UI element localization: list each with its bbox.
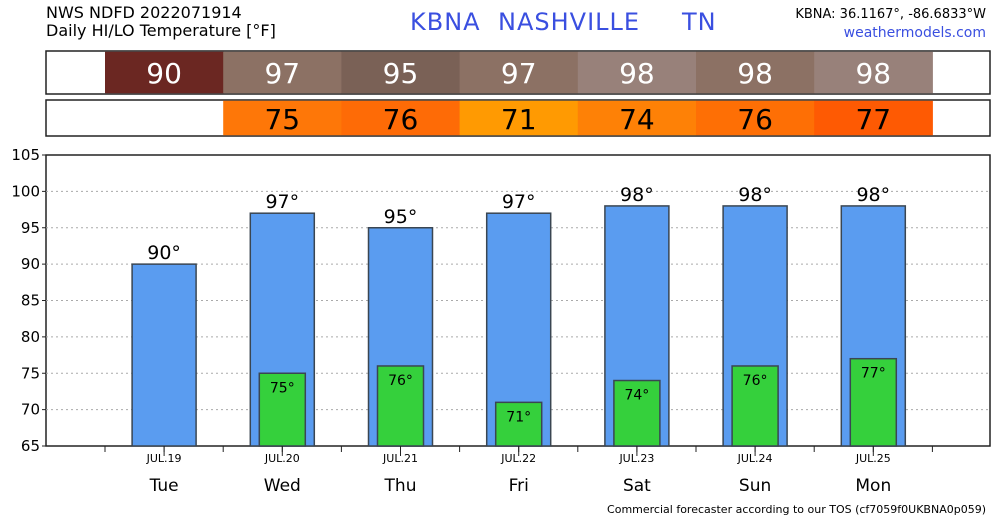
date-label: JUL.21 bbox=[382, 452, 418, 465]
low-row-cell bbox=[814, 100, 933, 136]
low-bar-label: 74° bbox=[624, 388, 649, 404]
high-bar-label: 97° bbox=[502, 191, 536, 213]
low-bar bbox=[258, 372, 307, 447]
coords-readout: KBNA: 36.1167°, -86.6833°W bbox=[795, 7, 986, 22]
y-tick-label: 65 bbox=[21, 437, 40, 455]
low-bar-label: 77° bbox=[861, 366, 886, 382]
low-row-value: 76 bbox=[737, 103, 773, 136]
y-tick-label: 90 bbox=[21, 255, 40, 273]
city-name: NASHVILLE bbox=[498, 8, 641, 36]
low-bar bbox=[494, 401, 543, 447]
low-row-cell bbox=[577, 100, 697, 136]
product-line: NWS NDFD 2022071914 bbox=[46, 3, 242, 22]
low-bar bbox=[731, 365, 779, 447]
footer-note: Commercial forecaster according to our T… bbox=[607, 503, 986, 516]
day-label: Tue bbox=[149, 476, 179, 496]
state-name: TN bbox=[682, 8, 717, 36]
low-bar-label: 76° bbox=[388, 373, 413, 389]
low-bar-label: 71° bbox=[506, 409, 531, 425]
variable-line: Daily HI/LO Temperature [°F] bbox=[46, 21, 276, 40]
high-row-cell bbox=[459, 51, 579, 94]
low-row-value: 76 bbox=[383, 103, 419, 136]
station-id: KBNA bbox=[410, 8, 481, 36]
low-row-cell bbox=[696, 100, 815, 136]
low-row-cell bbox=[223, 100, 342, 136]
date-label: JUL.19 bbox=[146, 452, 182, 465]
day-label: Mon bbox=[855, 476, 891, 496]
y-tick-label: 100 bbox=[11, 182, 40, 200]
y-tick-label: 95 bbox=[21, 219, 40, 237]
high-row-value: 95 bbox=[383, 57, 419, 90]
date-label: JUL.23 bbox=[618, 452, 654, 465]
high-row-cell bbox=[105, 51, 224, 94]
y-tick-label: 70 bbox=[21, 401, 40, 419]
low-row-value: 74 bbox=[619, 103, 655, 136]
high-row-value: 90 bbox=[146, 57, 182, 90]
y-tick-label: 105 bbox=[11, 146, 40, 164]
high-row-cell bbox=[341, 51, 461, 94]
site-link[interactable]: weathermodels.com bbox=[843, 25, 986, 41]
low-bar bbox=[613, 379, 661, 447]
day-label: Thu bbox=[384, 476, 417, 496]
high-row-value: 98 bbox=[619, 57, 655, 90]
low-bar-label: 76° bbox=[743, 373, 768, 389]
header-left: NWS NDFD 2022071914 Daily HI/LO Temperat… bbox=[46, 4, 276, 40]
high-bar-label: 95° bbox=[384, 206, 418, 228]
high-row-cell bbox=[577, 51, 697, 94]
low-row-value: 75 bbox=[264, 103, 300, 136]
high-row-cell bbox=[696, 51, 815, 94]
city-title: NASHVILLE bbox=[498, 8, 640, 36]
day-label: Fri bbox=[509, 476, 529, 496]
high-row-value: 98 bbox=[855, 57, 891, 90]
high-bar-label: 97° bbox=[265, 191, 299, 213]
y-tick-label: 80 bbox=[21, 328, 40, 346]
station-title: KBNA bbox=[410, 8, 481, 36]
low-bar bbox=[849, 357, 898, 447]
high-row-value: 97 bbox=[264, 57, 300, 90]
high-row-value: 98 bbox=[737, 57, 773, 90]
low-row-cell bbox=[459, 100, 579, 136]
state-title: TN bbox=[682, 8, 717, 36]
high-bar-label: 90° bbox=[147, 242, 181, 264]
low-row-value: 71 bbox=[501, 103, 537, 136]
date-label: JUL.24 bbox=[737, 452, 773, 465]
y-tick-label: 85 bbox=[21, 292, 40, 310]
date-label: JUL.22 bbox=[500, 452, 536, 465]
low-bar-label: 75° bbox=[270, 380, 295, 396]
high-row-cell bbox=[223, 51, 342, 94]
high-bar-label: 98° bbox=[856, 184, 890, 206]
y-tick-label: 75 bbox=[21, 364, 40, 382]
high-row-value: 97 bbox=[501, 57, 537, 90]
day-label: Sat bbox=[623, 476, 651, 496]
header-right: KBNA: 36.1167°, -86.6833°W weathermodels… bbox=[795, 5, 986, 43]
day-label: Wed bbox=[264, 476, 301, 496]
high-bar bbox=[131, 263, 197, 447]
low-row-cell bbox=[341, 100, 461, 136]
low-row-value: 77 bbox=[855, 103, 891, 136]
date-label: JUL.25 bbox=[855, 452, 891, 465]
high-bar-label: 98° bbox=[738, 184, 772, 206]
high-bar-label: 98° bbox=[620, 184, 654, 206]
high-row-cell bbox=[814, 51, 933, 94]
day-label: Sun bbox=[739, 476, 771, 496]
date-label: JUL.20 bbox=[264, 452, 300, 465]
low-bar bbox=[376, 365, 425, 447]
